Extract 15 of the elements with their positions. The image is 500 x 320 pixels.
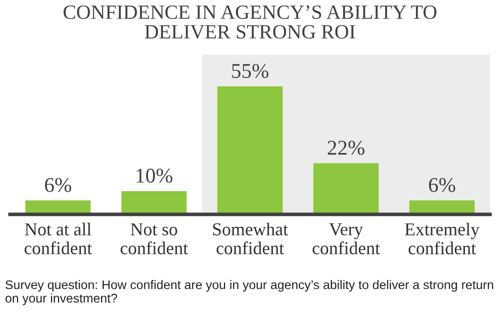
x-tick-label: Not so confident bbox=[120, 223, 188, 254]
data-label: 55% bbox=[232, 64, 268, 78]
x-tick-label: Extremely confident bbox=[404, 222, 480, 254]
x-tick-label: Not at all confident bbox=[24, 222, 92, 254]
data-label: 6% bbox=[429, 178, 456, 192]
data-label: 22% bbox=[328, 140, 364, 155]
x-tick-label: Very confident bbox=[312, 223, 380, 254]
text: Survey question: How confident are you in your agency’s ability to deliver a strong return on your investment? bbox=[6, 280, 494, 306]
bar bbox=[313, 163, 379, 214]
data-label: 10% bbox=[136, 168, 172, 183]
bar bbox=[121, 191, 187, 214]
data-label: 6% bbox=[45, 178, 72, 192]
chart-title: CONFIDENCE IN AGENCY’S ABILITY TO DELIVER STRONG ROI bbox=[64, 5, 436, 39]
x-tick-label: Somewhat confident bbox=[213, 222, 288, 254]
bar bbox=[217, 86, 283, 214]
